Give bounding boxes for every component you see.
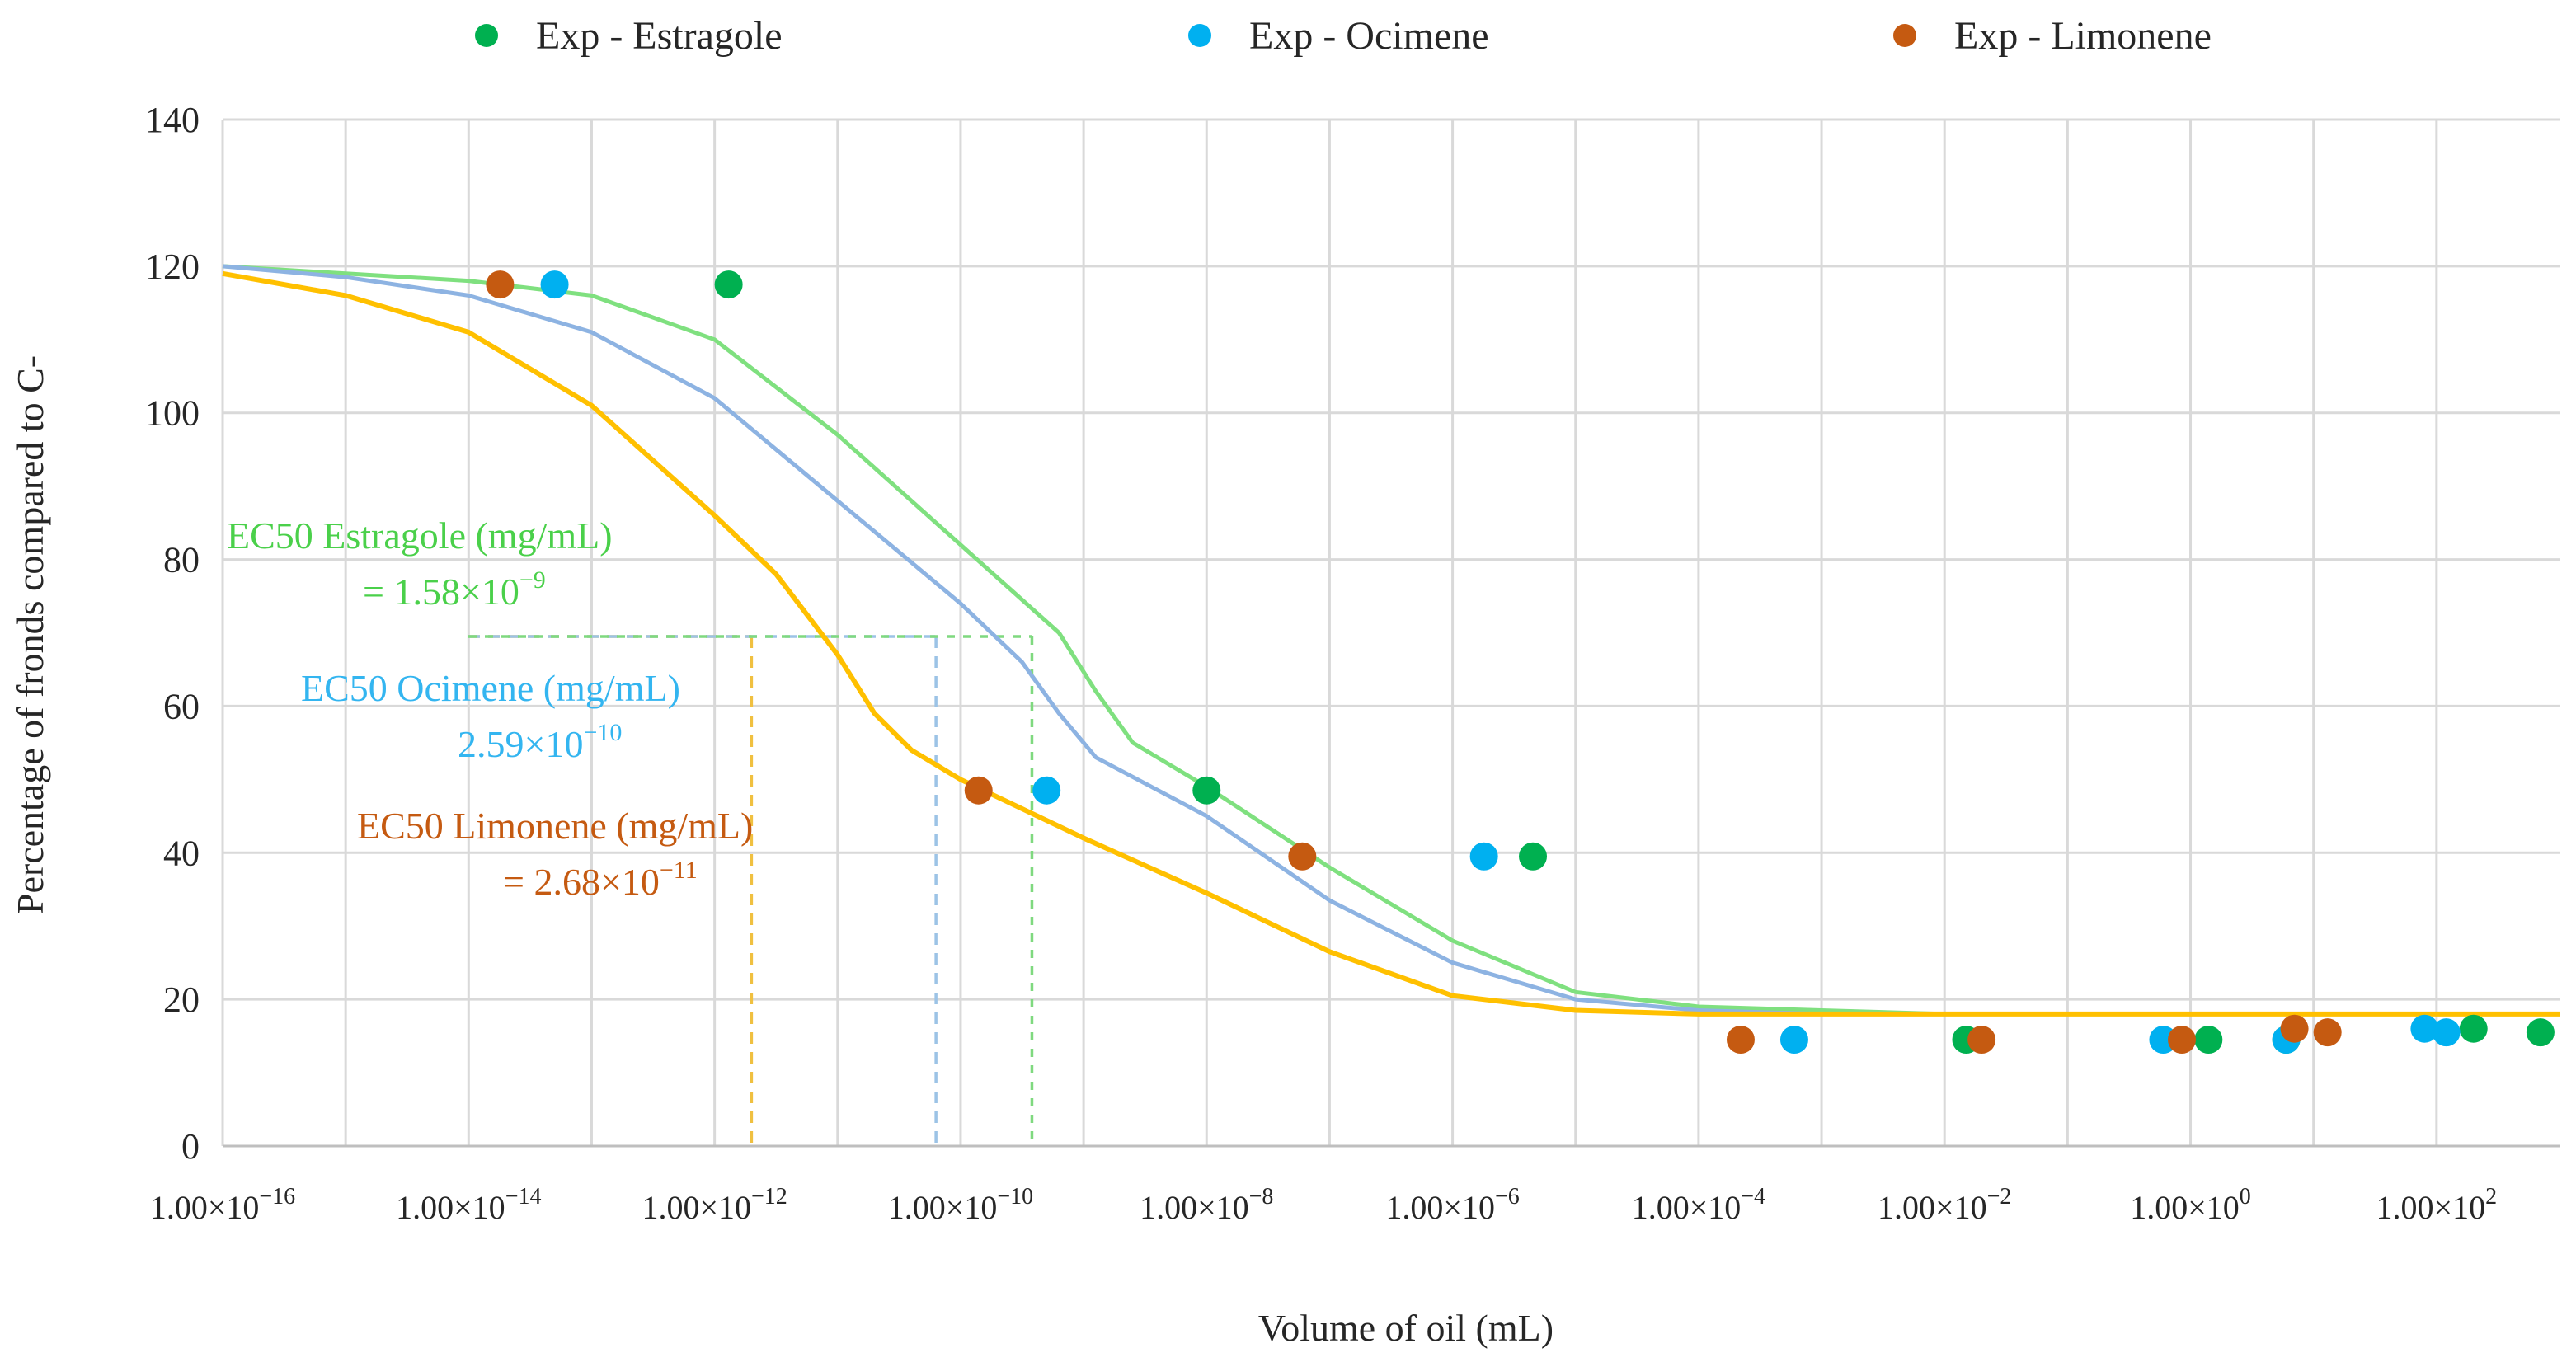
data-point [2410,1014,2439,1043]
ec50-annotations: EC50 Estragole (mg/mL) = 1.58×10−9 EC50 Oc… [227,514,753,903]
x-tick-label: 1.00×10−8 [1140,1184,1273,1226]
data-point [1726,1026,1755,1054]
ec50-annotation-value: 2.59×10−10 [458,719,622,765]
y-tick-label: 120 [145,247,200,287]
data-point [1519,842,1548,871]
y-tick-label: 80 [163,540,200,580]
legend-marker [1893,24,1916,47]
data-point [540,270,569,299]
legend-label: Exp - Limonene [1954,14,2212,58]
grid [221,118,2560,1148]
data-point [1192,776,1221,805]
data-point [2280,1014,2309,1043]
data-point [964,776,993,805]
ec50-annotation-value: = 1.58×10−9 [363,566,546,613]
legend-marker [1188,24,1211,47]
x-tick-labels: 1.00×10−16 1.00×10−14 1.00×10−12 1.00×10−10… [150,1184,2497,1226]
legend-marker [475,24,498,47]
data-point [2194,1026,2223,1054]
fit-curve [222,270,2560,1017]
data-point [1469,842,1498,871]
data-point [714,270,743,299]
legend-label: Exp - Estragole [536,14,783,58]
data-point [1967,1026,1996,1054]
x-tick-label: 1.00×10−10 [888,1184,1033,1226]
y-axis-title: Percentage of fronds compared to C- [9,355,51,914]
x-tick-label: 1.00×100 [2130,1184,2251,1226]
legend: Exp - Estragole Exp - Ocimene Exp - Limone… [475,14,2212,58]
ec50-lines [468,635,1034,1146]
ec50-annotation-title: EC50 Limonene (mg/mL) [357,805,753,847]
x-tick-label: 1.00×10−6 [1385,1184,1519,1226]
data-point [2167,1026,2196,1054]
y-tick-label: 140 [145,100,200,140]
data-point [2313,1018,2342,1047]
x-tick-label: 1.00×10−14 [396,1184,541,1226]
data-point [486,270,515,299]
data-point [2459,1014,2488,1043]
x-tick-label: 1.00×10−4 [1632,1184,1765,1226]
data-point [2526,1018,2555,1047]
y-tick-label: 40 [163,833,200,873]
x-tick-label: 1.00×10−12 [642,1184,787,1226]
y-tick-label: 60 [163,686,200,726]
data-points [486,270,2555,1054]
y-tick-label: 20 [163,979,200,1020]
x-tick-label: 1.00×10−2 [1878,1184,2011,1226]
x-tick-label: 1.00×10−16 [150,1184,295,1226]
y-tick-labels: 0 20 40 60 80 100 120 140 [145,100,200,1167]
ec50-annotation-title: EC50 Ocimene (mg/mL) [301,667,680,709]
legend-label: Exp - Ocimene [1249,14,1489,58]
y-tick-label: 100 [145,393,200,434]
ec50-annotation-value: = 2.68×10−11 [503,857,698,903]
ec50-annotation-title: EC50 Estragole (mg/mL) [227,514,613,557]
fit-curves [222,264,2560,1017]
data-point [1779,1026,1808,1054]
data-point [2432,1018,2461,1047]
x-tick-label: 1.00×102 [2376,1184,2498,1226]
y-tick-label: 0 [181,1126,200,1167]
data-point [1288,842,1317,871]
x-axis-title: Volume of oil (mL) [1258,1307,1554,1349]
data-point [1032,776,1061,805]
